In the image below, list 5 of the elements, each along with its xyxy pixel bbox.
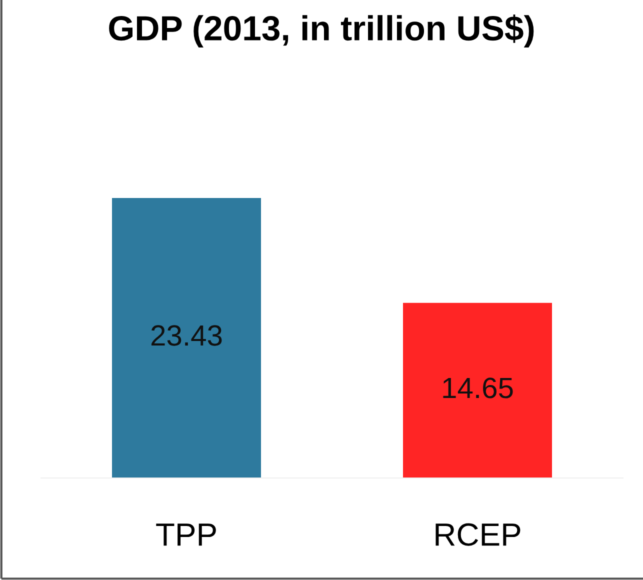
x-tick-label: TPP (156, 524, 216, 546)
data-label: 14.65 (443, 378, 513, 398)
x-tick-label: RCEP (436, 523, 520, 546)
data-label: 23.43 (151, 325, 222, 346)
chart-title: GDP (2013, in trillion US$) (109, 14, 534, 48)
